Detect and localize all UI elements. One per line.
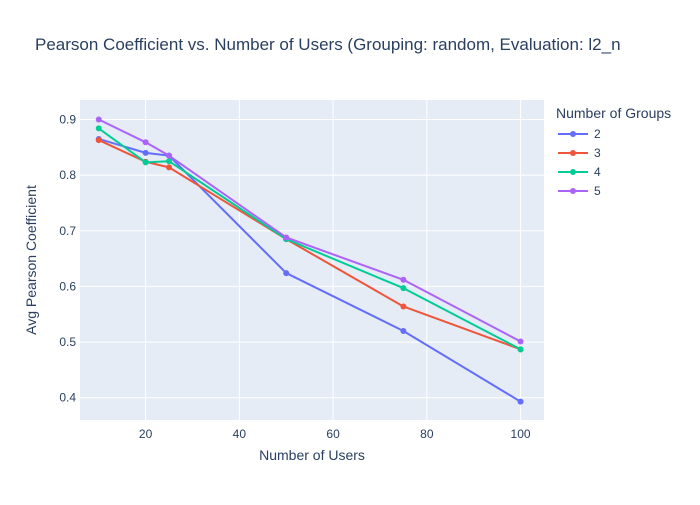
data-point [517,338,524,345]
data-point [95,116,102,123]
x-tick-label: 40 [233,427,247,441]
y-tick-label: 0.9 [59,112,76,126]
data-point [283,270,290,277]
legend-item[interactable]: 3 [558,146,601,160]
data-point [400,303,407,310]
legend-label: 5 [594,184,601,198]
data-point [142,149,149,156]
legend: Number of Groups 2 3 4 5 [556,105,671,198]
x-tick-label: 20 [139,427,153,441]
data-point [166,164,173,171]
data-point [517,346,524,353]
plot-area [80,100,544,420]
data-point [400,285,407,292]
legend-item[interactable]: 4 [558,165,601,179]
y-axis-label: Avg Pearson Coefficient [23,185,39,335]
legend-title: Number of Groups [556,105,671,121]
series-line [98,139,521,351]
legend-swatch-marker [570,150,576,156]
data-point [95,137,102,144]
x-tick-label: 100 [511,427,531,441]
data-point [517,398,524,405]
series-layer [95,116,524,405]
data-point [142,139,149,146]
tick-layer: 20 40 60 80 100 0.4 0.5 0.6 0.7 0.8 0.9 [59,112,531,441]
data-point [400,327,407,334]
y-tick-label: 0.7 [59,224,76,238]
series-line [98,138,522,403]
legend-item[interactable]: 2 [558,127,601,141]
legend-label: 4 [594,165,601,179]
data-point [400,276,407,283]
chart-title: Pearson Coefficient vs. Number of Users … [35,35,621,54]
legend-label: 2 [594,127,601,141]
series-line [98,127,522,351]
data-point [95,125,102,132]
y-tick-label: 0.4 [59,391,76,405]
x-tick-label: 60 [326,427,340,441]
x-tick-label: 80 [420,427,434,441]
series-5 [95,116,524,345]
series-line [98,118,522,343]
y-tick-label: 0.5 [59,335,76,349]
data-point [283,234,290,241]
y-tick-label: 0.8 [59,168,76,182]
data-point [142,159,149,166]
legend-swatch-marker [570,169,576,175]
grid-layer [80,100,544,420]
data-point [166,158,173,165]
data-point [166,152,173,159]
x-axis-label: Number of Users [259,447,365,463]
legend-label: 3 [594,146,601,160]
legend-swatch-marker [570,188,576,194]
y-tick-label: 0.6 [59,279,76,293]
legend-swatch-marker [570,131,576,137]
legend-item[interactable]: 5 [558,184,601,198]
